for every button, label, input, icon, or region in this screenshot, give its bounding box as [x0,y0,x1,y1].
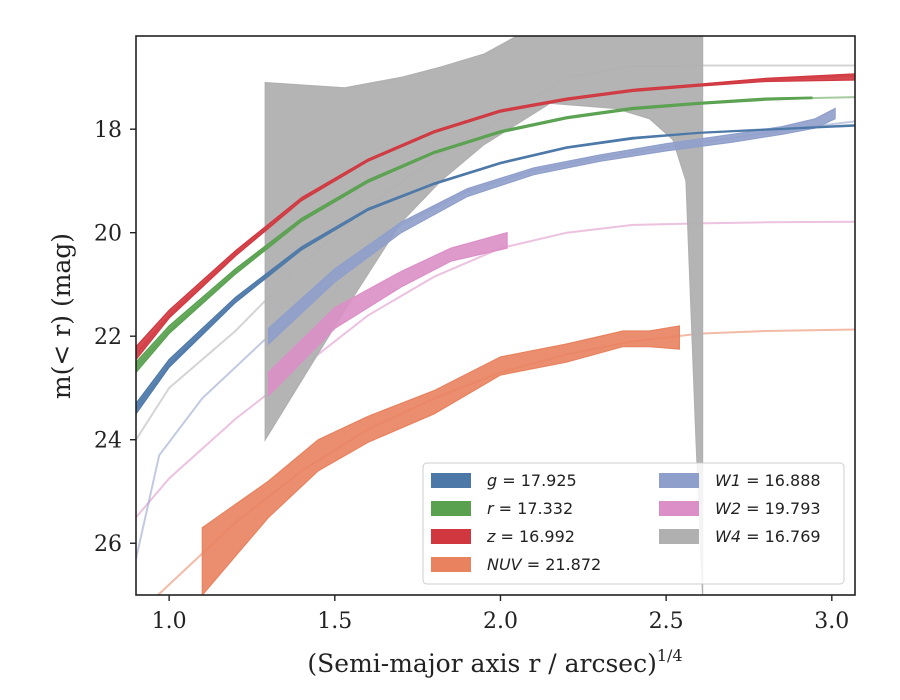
legend: g = 17.925 r = 17.332 z = 16.992 NUV = 21.8… [422,462,845,585]
plot-area [136,36,855,595]
y-tick-label: 24 [94,429,122,454]
legend-swatch-w4 [659,529,699,544]
profile-band-r [136,96,813,374]
legend-label-w2: W2 = 19.793 [715,499,821,518]
legend-swatch-r [431,501,471,516]
y-tick-label: 20 [94,222,122,247]
x-tick-label: 1.0 [152,609,187,634]
x-tick-label: 2.5 [649,609,684,634]
legend-label-r: r = 17.332 [487,499,573,518]
profile-band-g [136,124,855,415]
profile-band-w4 [264,36,704,595]
y-tick-label: 22 [94,325,122,350]
profile-band-w2 [267,231,508,398]
legend-label-w4: W4 = 16.769 [715,527,821,546]
plot-frame [135,35,856,596]
legend-swatch-w1 [659,473,699,488]
legend-label-nuv: NUV = 21.872 [487,555,601,574]
y-axis-title: m(< r) (mag) [47,233,76,399]
legend-swatch-nuv [431,557,471,572]
legend-swatch-w2 [659,501,699,516]
x-axis-title-exponent: 1/4 [657,646,683,665]
legend-label-z: z = 16.992 [486,527,575,546]
y-axis: 18 20 22 24 26 [94,118,136,557]
x-tick-label: 1.5 [317,609,352,634]
x-tick-label: 2.0 [483,609,518,634]
legend-box [422,462,845,585]
profile-band-z [136,73,855,361]
profile-band-w1 [267,107,836,346]
x-tick-label: 3.0 [814,609,849,634]
x-axis: 1.0 1.5 2.0 2.5 3.0 [152,595,849,634]
legend-label-g: g = 17.925 [487,471,577,490]
model-curve-w2 [136,220,855,519]
legend-swatch-g [431,473,471,488]
legend-label-w1: W1 = 16.888 [715,471,821,490]
profile-band-nuv [201,325,681,595]
x-axis-title: (Semi-major axis r / arcsec)1/4 [307,646,682,678]
y-tick-label: 26 [94,532,122,557]
y-tick-label: 18 [94,118,122,143]
legend-swatch-z [431,529,471,544]
